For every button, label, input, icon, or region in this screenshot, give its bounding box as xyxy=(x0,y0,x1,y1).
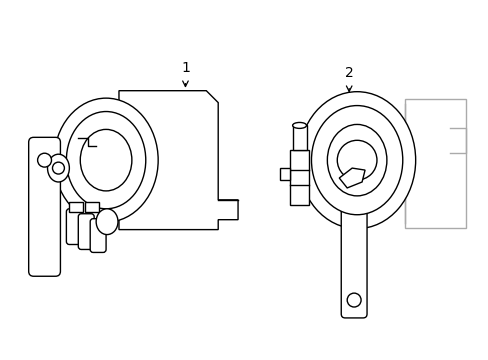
Bar xyxy=(404,99,466,228)
Text: 2: 2 xyxy=(344,66,353,80)
Ellipse shape xyxy=(47,154,69,182)
Bar xyxy=(289,150,309,205)
Bar xyxy=(69,202,83,212)
FancyBboxPatch shape xyxy=(90,219,106,252)
Bar xyxy=(85,202,99,212)
Bar xyxy=(292,125,306,150)
Polygon shape xyxy=(119,91,238,230)
Ellipse shape xyxy=(298,92,415,229)
Text: 1: 1 xyxy=(181,61,189,75)
Ellipse shape xyxy=(326,125,386,196)
Circle shape xyxy=(52,162,64,174)
Circle shape xyxy=(346,293,360,307)
Ellipse shape xyxy=(96,209,118,235)
FancyBboxPatch shape xyxy=(341,201,366,318)
Bar xyxy=(279,168,289,180)
Circle shape xyxy=(337,140,376,180)
FancyBboxPatch shape xyxy=(78,214,94,249)
Ellipse shape xyxy=(54,98,158,222)
Ellipse shape xyxy=(80,129,132,191)
FancyBboxPatch shape xyxy=(29,137,61,276)
Circle shape xyxy=(38,153,51,167)
Polygon shape xyxy=(339,168,365,188)
FancyBboxPatch shape xyxy=(66,209,82,244)
Ellipse shape xyxy=(311,105,402,215)
Ellipse shape xyxy=(66,112,145,209)
Ellipse shape xyxy=(292,122,306,129)
